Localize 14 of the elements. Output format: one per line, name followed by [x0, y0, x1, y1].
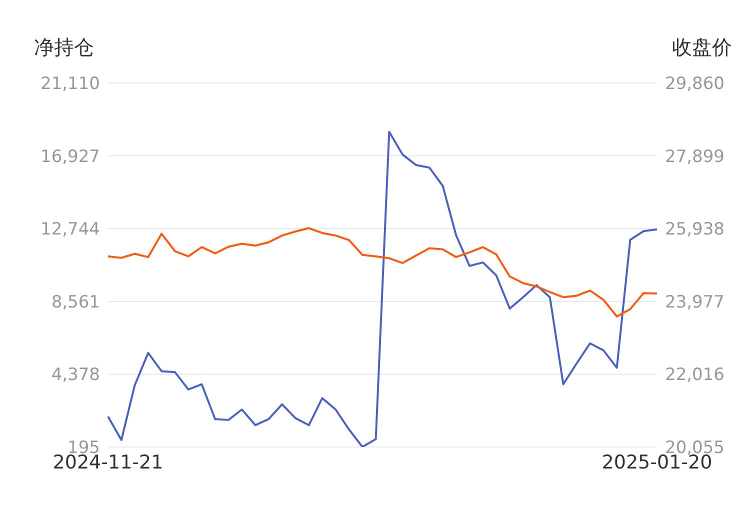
y-tick-label: 4,378	[51, 365, 100, 386]
y-tick-label: 8,561	[51, 292, 100, 312]
y2-tick-label: 27,899	[665, 146, 724, 167]
line-series	[107, 130, 658, 447]
y-tick-label: 16,927	[40, 146, 100, 167]
y2-tick-label: 29,860	[665, 74, 724, 94]
y2-tick-label: 25,938	[665, 220, 724, 240]
y2-tick-label: 22,016	[665, 365, 724, 386]
y2-tick-label: 23,977	[665, 292, 724, 312]
y-tick-label: 21,110	[40, 74, 100, 94]
y-tick-label: 12,744	[40, 220, 100, 240]
line-series	[107, 227, 658, 318]
y-axis-title: 净持仓	[34, 34, 94, 61]
y2-axis-title: 收盘价	[672, 34, 732, 61]
